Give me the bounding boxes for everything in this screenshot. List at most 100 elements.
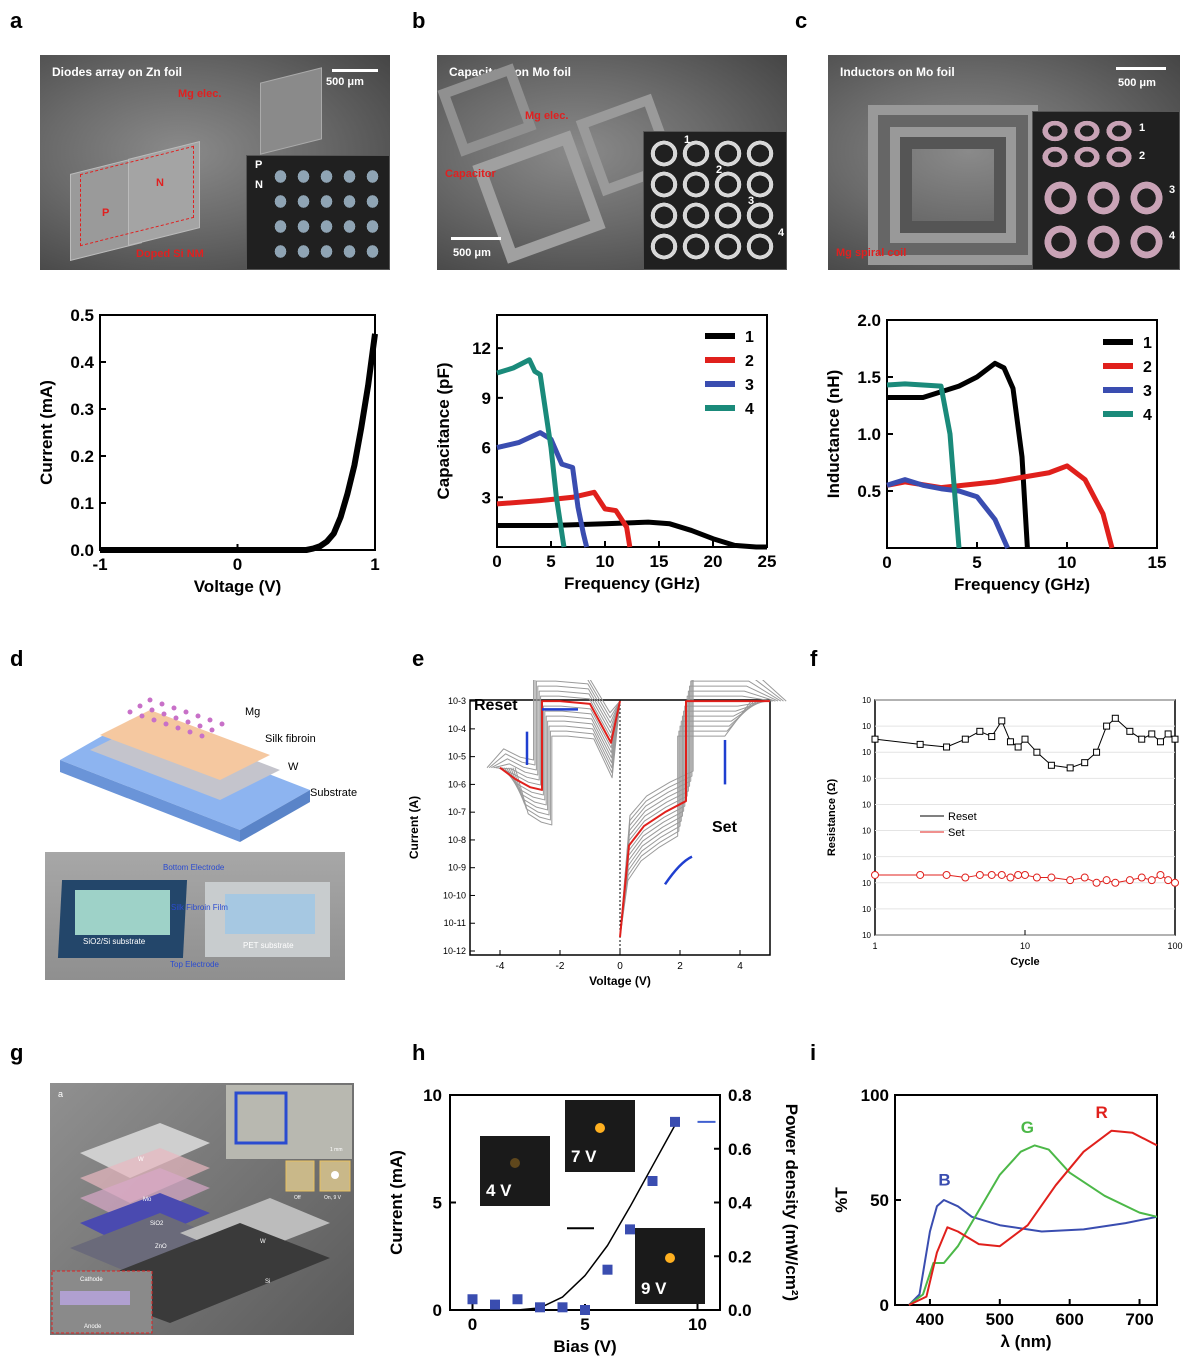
y-tick-label: 10-8: [448, 835, 466, 845]
y-tick-label: 1.0: [857, 425, 881, 444]
memristor-schematic: Mg Silk fibroin W Substrate: [60, 697, 357, 842]
bottom-electrode-label: Bottom Electrode: [163, 863, 225, 872]
series-line: [499, 700, 621, 791]
data-point: [1103, 722, 1111, 730]
y-axis-label: Inductance (nH): [824, 370, 843, 498]
data-point: [1014, 870, 1023, 879]
plot-frame: [99, 314, 376, 551]
x-tick-label: 1: [872, 941, 877, 951]
panel-label-i: i: [810, 1040, 817, 1065]
panel-label-d: d: [10, 646, 24, 671]
panel-label-b: b: [412, 8, 426, 33]
x-tick-label: 1: [370, 555, 379, 574]
data-point: [942, 870, 951, 879]
data-point: [1137, 873, 1146, 882]
legend-label: Reset: [948, 811, 977, 823]
panel-label-a: a: [10, 8, 23, 33]
led-schematic: a W Mo SiO2 ZnO W Si Cathode Anode 1 mm …: [50, 1083, 354, 1335]
series-line: [472, 1124, 676, 1311]
arrow-set: [663, 855, 693, 886]
y-tick-label: 10: [862, 800, 871, 809]
x-tick-label: 20: [704, 552, 723, 571]
inset-p-label: P: [255, 159, 263, 171]
data-point: [916, 740, 924, 748]
sem-image-inductors: Inductors on Mo foil 500 μm Mg spiral co…: [828, 55, 1180, 270]
cycle-curve: [619, 700, 765, 938]
data-point: [670, 1116, 680, 1127]
y-tick-label: 10: [862, 931, 871, 940]
series-line: [497, 519, 767, 550]
data-point: [1033, 748, 1041, 756]
series-line: [886, 381, 962, 549]
legend-label: 1: [1143, 335, 1152, 352]
inset-label: 7 V: [571, 1147, 597, 1166]
data-point: [1164, 876, 1173, 885]
label-b: B: [938, 1170, 950, 1189]
cycle-curve: [619, 700, 752, 938]
y-tick-label: 10-3: [448, 696, 466, 706]
inductor-grid-large: [1039, 176, 1169, 264]
series-line: [908, 1129, 1158, 1306]
scale-bar: [332, 69, 378, 72]
y-tick-label: 100: [861, 1086, 889, 1105]
y-tick-label: 6: [482, 439, 491, 458]
scale-bar: [1116, 67, 1166, 70]
data-point: [916, 870, 925, 879]
glow-inset: [565, 1100, 635, 1172]
y2-tick-label: 0.2: [728, 1247, 752, 1266]
glow-spot: [665, 1253, 675, 1263]
x-tick-label: 10: [1058, 553, 1077, 572]
cycle-curve: [506, 701, 621, 806]
y-tick-label: 5: [433, 1194, 442, 1213]
y-tick-label: 0.3: [70, 400, 94, 419]
x-tick-label: 2: [677, 961, 683, 972]
data-point: [987, 870, 996, 879]
legend-label: 1: [745, 329, 754, 346]
sio2-label: SiO2: [150, 1221, 164, 1227]
data-point: [1125, 876, 1134, 885]
data-point: [1066, 764, 1074, 772]
coil-label: Mg spiral coil: [836, 247, 907, 259]
y-tick-label: 10-5: [448, 752, 466, 762]
data-point: [580, 1305, 590, 1315]
p-label: P: [102, 207, 110, 219]
cycle-curve: [619, 700, 760, 938]
legend-label: 3: [1143, 383, 1152, 400]
y-tick-label: 10: [862, 774, 871, 783]
capacitor-array-inset: 1 2 3 4: [643, 131, 787, 270]
diode-grid: [269, 164, 384, 264]
data-point: [535, 1302, 545, 1313]
y-tick-label: 0: [880, 1296, 889, 1315]
top-electrode-label: Top Electrode: [170, 960, 219, 969]
y-tick-label: 3: [482, 488, 491, 507]
y-tick-label: 10-6: [448, 779, 466, 789]
scale-bar: [451, 237, 501, 240]
data-point: [1014, 743, 1022, 751]
data-point: [647, 1176, 658, 1186]
y-tick-label: 12: [472, 339, 491, 358]
data-point: [467, 1294, 478, 1305]
data-point: [1126, 727, 1134, 735]
inset-label: 9 V: [641, 1279, 667, 1298]
off-label: Off: [294, 1195, 301, 1201]
series-line: [496, 357, 567, 548]
data-point: [871, 870, 879, 879]
row-1-label: 1: [1139, 122, 1146, 134]
x-tick-label: 400: [916, 1310, 944, 1329]
data-point: [1164, 730, 1172, 738]
data-point: [1148, 730, 1156, 738]
cycle-curve: [619, 680, 782, 938]
inductor-array-inset: 1 2 3 4: [1032, 111, 1180, 270]
y-tick-label: 10: [862, 827, 871, 836]
y2-tick-label: 0.8: [728, 1086, 752, 1105]
chart-capacitance: Frequency (GHz) Capacitance (pF) 0 5 10 15 20 2…: [434, 314, 776, 593]
glow-inset: [480, 1136, 550, 1206]
data-point: [1021, 735, 1029, 743]
inductor-grid-small: [1039, 118, 1135, 170]
data-point: [625, 1224, 635, 1235]
plot-frame: [496, 314, 768, 548]
data-point: [1092, 878, 1101, 887]
y-axis-label: Current (mA): [387, 1150, 406, 1255]
x-axis-label: Frequency (GHz): [954, 575, 1090, 594]
